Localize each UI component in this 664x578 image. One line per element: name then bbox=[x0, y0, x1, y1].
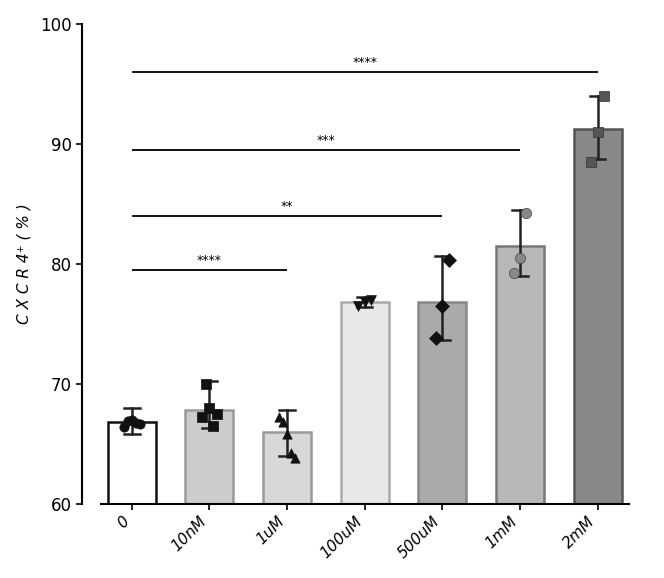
Bar bbox=[496, 246, 544, 503]
Point bbox=[201, 379, 211, 388]
Point bbox=[598, 91, 609, 100]
Text: ****: **** bbox=[197, 254, 222, 267]
Bar bbox=[108, 422, 156, 503]
Point bbox=[586, 157, 597, 166]
Point bbox=[437, 301, 448, 310]
Bar bbox=[185, 410, 234, 503]
Point bbox=[431, 334, 442, 343]
Point bbox=[290, 453, 300, 462]
Point bbox=[521, 209, 531, 218]
Point bbox=[286, 449, 296, 458]
Point bbox=[443, 255, 454, 265]
Text: ***: *** bbox=[317, 134, 335, 147]
Point bbox=[515, 253, 525, 262]
Point bbox=[197, 413, 207, 422]
Point bbox=[212, 409, 222, 418]
Text: ****: **** bbox=[352, 56, 377, 69]
Point bbox=[274, 413, 285, 422]
Point bbox=[353, 301, 364, 310]
Point bbox=[278, 417, 288, 427]
Y-axis label: C X C R 4⁺ ( % ): C X C R 4⁺ ( % ) bbox=[17, 203, 32, 324]
Point bbox=[366, 295, 376, 304]
Point bbox=[119, 422, 129, 431]
Point bbox=[592, 127, 603, 136]
Point bbox=[134, 420, 145, 429]
Bar bbox=[418, 302, 466, 503]
Point bbox=[130, 418, 141, 428]
Point bbox=[282, 429, 292, 439]
Point bbox=[509, 269, 519, 278]
Point bbox=[204, 403, 214, 412]
Point bbox=[208, 421, 218, 430]
Point bbox=[126, 415, 137, 424]
Point bbox=[123, 416, 133, 425]
Bar bbox=[574, 129, 622, 503]
Bar bbox=[341, 302, 388, 503]
Text: **: ** bbox=[281, 200, 293, 213]
Bar bbox=[263, 432, 311, 503]
Point bbox=[359, 297, 370, 306]
